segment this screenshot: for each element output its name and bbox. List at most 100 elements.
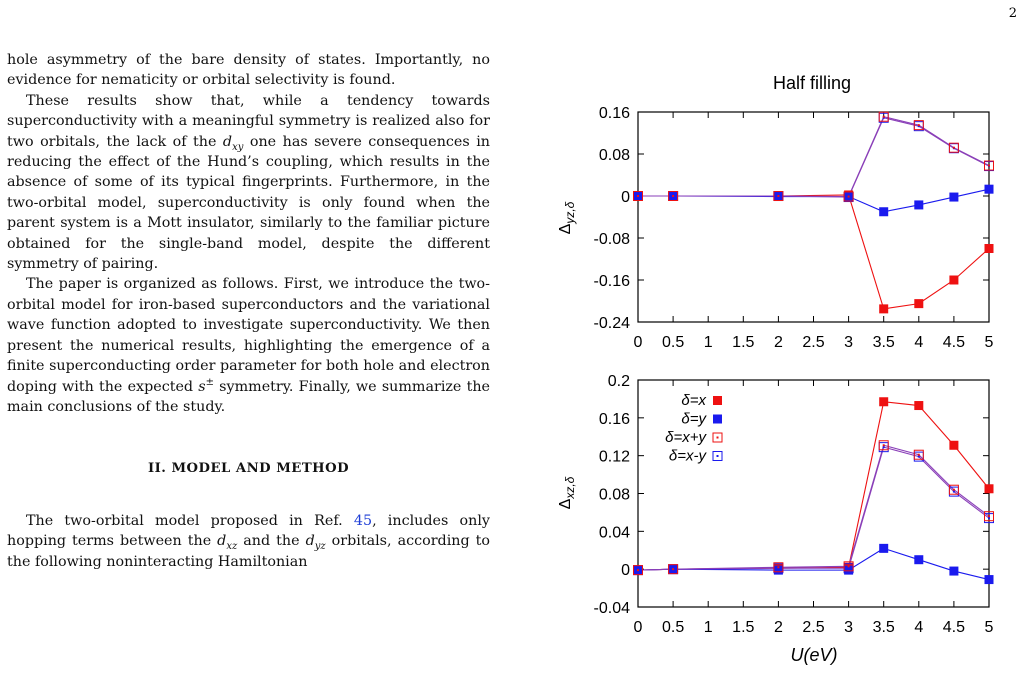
legend-label: δ=x+y (665, 429, 707, 446)
bottom-x-tick-label: 2.5 (802, 619, 824, 636)
legend-label: δ=y (681, 411, 707, 428)
top-data-point (879, 304, 889, 314)
top-y-axis-label: Δyz,δ (557, 201, 577, 234)
top-data-point-dot (988, 164, 990, 167)
bottom-x-tick-label: 4 (914, 619, 923, 636)
bottom-series-line (637, 444, 990, 571)
top-data-point (914, 299, 924, 309)
legend-marker (713, 396, 722, 405)
bottom-data-point (913, 449, 924, 460)
page-number: 2 (1008, 6, 1017, 21)
top-x-tick-label: 5 (985, 334, 994, 351)
bottom-x-tick-label: 1.5 (732, 619, 754, 636)
bottom-data-point (949, 440, 959, 450)
top-series-line (638, 117, 990, 198)
top-data-point (879, 207, 889, 217)
bottom-y-axis-label: Δxz,δ (557, 476, 577, 509)
top-y-tick-label: 0.08 (599, 147, 630, 164)
bottom-y-tick-label: 0.2 (608, 373, 630, 390)
bottom-x-tick-label: 0.5 (662, 619, 684, 636)
bottom-y-tick-label: 0.16 (599, 411, 630, 428)
bottom-axes: 0.20.160.120.080.040-0.040 0.5 1 1.5 2 2.5 3 3.… (594, 373, 994, 636)
top-x-tick-label: 3 (844, 334, 853, 351)
bottom-series-line (637, 547, 990, 581)
bottom-data-point (633, 565, 643, 576)
bottom-data-point (878, 440, 889, 451)
bottom-x-tick-label: 0 (634, 619, 643, 636)
bottom-x-tick-label: 2 (774, 619, 783, 636)
bottom-series-line (637, 446, 990, 571)
top-x-tick-label: 3.5 (873, 334, 895, 351)
top-axes: 0.160.080-0.08-0.16-0.240 0.5 1 1.5 2 2.5 3 3.5… (594, 105, 994, 351)
top-x-tick-label: 1 (704, 334, 713, 351)
bottom-data-point (984, 575, 994, 585)
top-y-tick-label: -0.24 (594, 315, 631, 332)
paragraph-1: hole asymmetry of the bare density of st… (7, 52, 490, 89)
top-x-tick-label: 4.5 (943, 334, 965, 351)
bottom-data-point-dot (952, 490, 955, 493)
x-axis-label: U(eV) (790, 645, 837, 665)
top-x-tick-label: 4 (914, 334, 923, 351)
bottom-x-tick-label: 3.5 (873, 619, 895, 636)
top-data-point (843, 191, 854, 202)
figure: Half filling 0.160.080-0.08-0.16-0.240 0.… (557, 73, 994, 665)
top-data-point (949, 192, 959, 202)
bottom-y-tick-label: 0.12 (599, 449, 630, 466)
top-data-point-dot (672, 195, 675, 197)
paragraph-3: The paper is organized as follows. First… (7, 276, 490, 415)
bottom-data-point-dot (917, 455, 920, 458)
top-data-point (948, 142, 959, 153)
legend: δ=x δ=yδ=x+y δ=x-y (665, 392, 723, 465)
bottom-x-tick-label: 3 (844, 619, 853, 636)
figure-title: Half filling (773, 73, 851, 93)
bottom-data-point (879, 397, 889, 407)
bottom-data-point (879, 543, 889, 553)
bottom-data-point-dot (988, 517, 990, 520)
bottom-data-point (948, 484, 959, 495)
bottom-x-tick-label: 4.5 (943, 619, 965, 636)
reference-link[interactable]: 45 (353, 512, 373, 529)
top-panel: 0.160.080-0.08-0.16-0.240 0.5 1 1.5 2 2.5 3 3.5… (557, 105, 994, 351)
top-plot-frame (637, 111, 990, 323)
legend-marker (712, 432, 723, 443)
bottom-data-point (984, 511, 994, 522)
top-x-tick-label: 2 (774, 334, 783, 351)
legend-marker-dot (716, 436, 719, 439)
bottom-data-point (914, 555, 924, 565)
bottom-series (633, 397, 994, 585)
bottom-data-point-dot (882, 444, 885, 447)
bottom-data-point (914, 401, 924, 411)
section-heading: II. MODEL AND METHOD (147, 461, 350, 477)
bottom-data-point-dot (672, 568, 675, 571)
bottom-y-tick-label: -0.04 (594, 600, 631, 617)
text-column: hole asymmetry of the bare density of st… (7, 50, 490, 572)
top-data-point-dot (917, 124, 920, 127)
top-y-tick-label: 0 (621, 189, 630, 206)
bottom-data-point (949, 566, 959, 576)
bottom-data-point (844, 565, 854, 575)
legend-label: δ=x-y (669, 448, 708, 465)
bottom-x-tick-label: 5 (985, 619, 994, 636)
top-data-point-dot (882, 116, 885, 119)
legend-marker-dot (716, 455, 719, 457)
top-y-tick-label: -0.08 (594, 231, 631, 248)
bottom-data-point-dot (917, 453, 920, 456)
legend-marker (713, 414, 722, 424)
top-data-point-dot (637, 195, 639, 197)
top-data-point (984, 184, 994, 194)
bottom-data-point (668, 564, 679, 575)
top-series-line (638, 188, 990, 213)
top-series-line (638, 116, 990, 198)
top-x-tick-label: 0 (634, 334, 643, 351)
top-data-point (949, 275, 959, 285)
bottom-panel: 0.20.160.120.080.040-0.040 0.5 1 1.5 2 2.5 3 3.… (557, 373, 994, 665)
top-data-point-dot (952, 146, 955, 149)
bottom-data-point-dot (952, 488, 955, 491)
top-data-point-dot (847, 195, 850, 198)
top-data-point (913, 120, 924, 131)
top-y-tick-label: 0.16 (599, 105, 630, 122)
bottom-data-point-dot (847, 565, 850, 568)
bottom-y-tick-label: 0.08 (599, 487, 630, 504)
bottom-data-point-dot (777, 566, 780, 569)
top-data-point (984, 244, 994, 253)
